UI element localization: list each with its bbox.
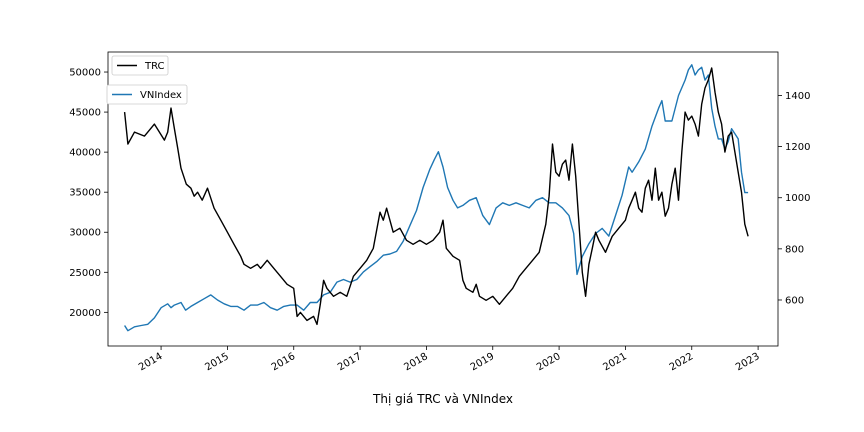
- legend-vnindex-box: [106, 84, 188, 105]
- left-tick-label: 30000: [69, 228, 101, 239]
- left-tick-label: 45000: [69, 108, 101, 119]
- x-tick-label: 2022: [668, 351, 696, 373]
- legend-trc: TRC: [111, 55, 169, 76]
- x-tick-label: 2015: [203, 351, 231, 373]
- left-tick-label: 20000: [69, 308, 101, 319]
- x-tick-label: 2020: [535, 351, 563, 373]
- series-line-vnindex: [124, 64, 749, 332]
- left-tick-label: 40000: [69, 148, 101, 159]
- series-line-trc: [123, 67, 749, 326]
- left-tick-label: 35000: [69, 188, 101, 199]
- x-tick-label: 2017: [336, 351, 364, 373]
- right-axis: 600 800 1000 1200 1400: [778, 91, 810, 306]
- right-tick-label: 1000: [785, 193, 810, 204]
- left-axis: 20000 25000 30000 35000 40000 45000 50000: [69, 68, 108, 319]
- right-tick-label: 1400: [785, 91, 810, 102]
- legend-vnindex-label: VNIndex: [140, 90, 182, 101]
- x-tick-label: 2014: [137, 351, 165, 373]
- legend-vnindex: VNIndex: [106, 84, 188, 105]
- right-tick-label: 600: [785, 295, 804, 306]
- left-tick-label: 25000: [69, 268, 101, 279]
- x-tick-label: 2023: [734, 351, 762, 373]
- x-tick-label: 2021: [601, 351, 629, 373]
- right-tick-label: 1200: [785, 142, 810, 153]
- plot-area: [107, 51, 779, 347]
- x-axis: 2014 2015 2016 2017 2018 2019 2020 2021 2022 2023: [137, 346, 762, 373]
- x-tick-label: 2019: [469, 351, 497, 373]
- chart-caption: Thị giá TRC và VNIndex: [372, 392, 513, 406]
- x-tick-label: 2016: [270, 351, 298, 373]
- legend-trc-box: [111, 55, 169, 76]
- left-tick-label: 50000: [69, 68, 101, 79]
- right-tick-label: 800: [785, 244, 804, 255]
- x-tick-label: 2018: [402, 351, 430, 373]
- legend-trc-label: TRC: [144, 61, 165, 72]
- series-layer: [123, 64, 749, 332]
